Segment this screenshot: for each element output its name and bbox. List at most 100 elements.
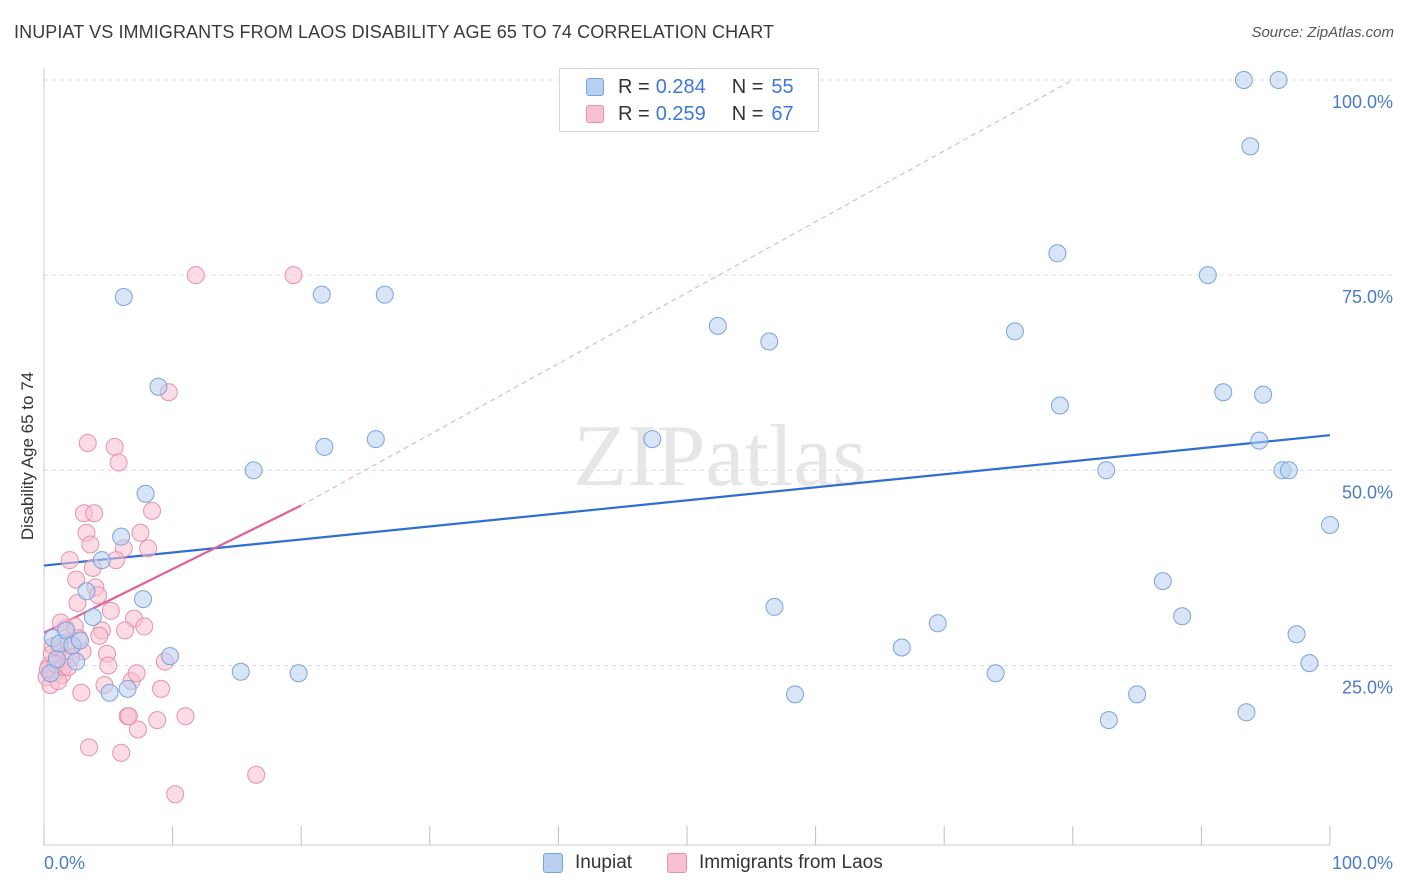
watermark: ZIPatlas [573, 408, 866, 505]
laos-swatch [586, 105, 604, 123]
laos-point [78, 433, 97, 452]
inupiat-trend-line [43, 434, 1331, 567]
inupiat-point [1237, 703, 1256, 722]
laos-point [90, 626, 109, 645]
inupiat-point [1173, 607, 1192, 626]
inupiat-point [67, 652, 86, 671]
inupiat-point [231, 662, 250, 681]
n-label: N = [731, 102, 764, 125]
inupiat-point [375, 285, 394, 304]
laos-point [143, 501, 162, 520]
inupiat-point [161, 647, 180, 666]
y-tick-label-75: 75.0% [1342, 287, 1393, 307]
inupiat-legend-swatch [543, 853, 563, 873]
inupiat-r-value: 0.284 [655, 75, 706, 98]
laos-trend-line [43, 504, 302, 634]
chart-title: INUPIAT VS IMMIGRANTS FROM LAOS DISABILI… [14, 22, 775, 42]
inupiat-point [1128, 685, 1147, 704]
inupiat-point [1097, 461, 1116, 480]
laos-legend-label: Immigrants from Laos [699, 852, 883, 873]
laos-point [116, 621, 135, 640]
laos-point [85, 504, 104, 523]
inupiat-point [100, 683, 119, 702]
laos-points [37, 266, 303, 804]
laos-point [284, 266, 303, 285]
laos-point [148, 711, 167, 730]
legend-row-inupiat: R = 0.284 N = 55 [586, 74, 794, 100]
x-tick-label-max: 100.0% [1332, 853, 1393, 873]
laos-point [80, 738, 99, 757]
inupiat-point [71, 631, 90, 650]
inupiat-point [1254, 385, 1273, 404]
inupiat-point [1234, 71, 1253, 89]
inupiat-point [244, 461, 263, 480]
inupiat-point [112, 527, 131, 546]
inupiat-point [1153, 572, 1172, 591]
laos-point [166, 785, 185, 804]
laos-point [176, 707, 195, 726]
inupiat-point [1198, 266, 1217, 285]
inupiat-point [289, 664, 308, 683]
inupiat-point [118, 679, 137, 698]
laos-trend-extension [300, 79, 1074, 506]
source-label: Source: ZipAtlas.com [1251, 24, 1394, 41]
inupiat-legend-label: Inupiat [575, 852, 633, 873]
inupiat-point [1250, 431, 1269, 450]
y-axis-label: Disability Age 65 to 74 [18, 372, 37, 540]
laos-point [127, 664, 146, 683]
inupiat-n-value: 55 [771, 75, 794, 98]
inupiat-point [83, 608, 102, 627]
laos-point [101, 601, 120, 620]
laos-legend-swatch [667, 853, 687, 873]
inupiat-point [114, 288, 133, 307]
inupiat-point [1099, 711, 1118, 730]
gridlines [44, 79, 1393, 666]
legend-row-laos: R = 0.259 N = 67 [586, 101, 794, 127]
laos-r-value: 0.259 [655, 102, 706, 125]
laos-point [247, 765, 266, 784]
inupiat-point [643, 430, 662, 449]
inupiat-point [366, 430, 385, 449]
inupiat-point [47, 650, 66, 669]
laos-point [105, 437, 124, 456]
r-label: R = [618, 102, 650, 125]
y-tick-label-100: 100.0% [1332, 92, 1393, 112]
laos-point [186, 266, 205, 285]
laos-point [139, 539, 158, 558]
inupiat-point [1279, 461, 1298, 480]
inupiat-point [986, 664, 1005, 683]
inupiat-swatch [586, 78, 604, 96]
laos-point [131, 523, 150, 542]
correlation-legend: R = 0.284 N = 55 R = 0.259 N = 67 [559, 68, 819, 132]
n-label: N = [731, 75, 764, 98]
inupiat-point [928, 614, 947, 633]
laos-point [152, 679, 171, 698]
x-tick-label-min: 0.0% [44, 853, 85, 873]
trend-lines [43, 79, 1331, 634]
inupiat-point [136, 484, 155, 503]
laos-point [72, 683, 91, 702]
inupiat-point [708, 316, 727, 335]
laos-n-value: 67 [771, 102, 794, 125]
inupiat-point [1321, 515, 1339, 534]
inupiat-point [77, 582, 96, 601]
inupiat-point [315, 437, 334, 456]
y-tick-label-25: 25.0% [1342, 677, 1393, 697]
bottom-legend-laos: Immigrants from Laos [667, 852, 883, 874]
laos-point [112, 743, 131, 762]
inupiat-point [56, 621, 75, 640]
inupiat-point [760, 332, 779, 351]
laos-point [60, 551, 79, 570]
inupiat-point [1005, 322, 1024, 341]
inupiat-point [149, 377, 168, 396]
inupiat-point [765, 597, 784, 616]
laos-point [119, 707, 138, 726]
inupiat-point [1214, 383, 1233, 402]
inupiat-point [1050, 396, 1069, 415]
laos-point [67, 570, 86, 589]
inupiat-point [1241, 137, 1260, 156]
inupiat-point [1269, 71, 1288, 89]
laos-point [128, 720, 147, 739]
y-tick-label-50: 50.0% [1342, 482, 1393, 502]
